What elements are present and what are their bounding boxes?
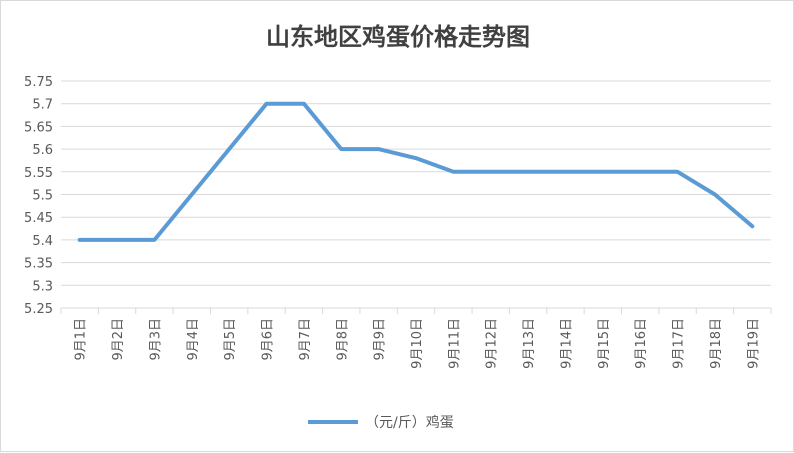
x-tick-label: 9月7日 bbox=[298, 318, 313, 361]
series-group bbox=[77, 101, 755, 242]
x-tick-label: 9月13日 bbox=[522, 318, 537, 369]
y-tick-label: 5.7 bbox=[32, 98, 53, 113]
data-point bbox=[677, 171, 679, 173]
chart-title: 山东地区鸡蛋价格走势图 bbox=[266, 23, 530, 51]
x-tick-label: 9月10日 bbox=[410, 318, 425, 369]
gridlines bbox=[60, 80, 772, 314]
data-point bbox=[153, 239, 155, 241]
data-point bbox=[602, 171, 604, 173]
y-tick-label: 5.35 bbox=[24, 257, 53, 272]
data-point bbox=[340, 148, 342, 150]
data-point bbox=[191, 194, 193, 195]
x-tick-label: 9月8日 bbox=[335, 318, 350, 361]
x-tick-label: 9月11日 bbox=[447, 318, 462, 369]
data-point bbox=[228, 148, 230, 150]
y-tick-label: 5.45 bbox=[24, 211, 53, 226]
y-tick-label: 5.6 bbox=[32, 143, 53, 158]
y-tick-label: 5.75 bbox=[24, 75, 53, 90]
y-tick-label: 5.65 bbox=[24, 120, 53, 135]
x-tick-label: 9月18日 bbox=[709, 318, 724, 369]
x-tick-label: 9月1日 bbox=[74, 318, 89, 361]
y-axis-ticks: 5.25 5.3 5.35 5.4 5.45 5.5 5.55 5.6 5.65 5.7 5.75 bbox=[24, 75, 53, 317]
legend-label: （元/斤）鸡蛋 bbox=[365, 414, 454, 431]
data-point bbox=[452, 171, 454, 173]
data-point bbox=[79, 239, 81, 241]
data-point bbox=[751, 225, 753, 227]
x-tick-label: 9月5日 bbox=[223, 318, 238, 361]
data-point bbox=[490, 171, 492, 173]
data-point bbox=[116, 239, 118, 241]
x-tick-label: 9月15日 bbox=[597, 318, 612, 369]
x-tick-label: 9月12日 bbox=[485, 318, 500, 369]
y-tick-label: 5.4 bbox=[32, 234, 53, 249]
data-point bbox=[378, 148, 380, 150]
x-tick-label: 9月9日 bbox=[373, 318, 388, 361]
x-tick-label: 9月2日 bbox=[111, 318, 126, 361]
x-tick-label: 9月17日 bbox=[672, 318, 687, 369]
x-tick-label: 9月14日 bbox=[559, 318, 574, 369]
y-tick-label: 5.3 bbox=[32, 279, 53, 294]
data-point bbox=[639, 171, 641, 173]
y-tick-label: 5.55 bbox=[24, 166, 53, 181]
x-tick-label: 9月3日 bbox=[148, 318, 163, 361]
x-tick-label: 9月19日 bbox=[746, 318, 761, 369]
data-point bbox=[527, 171, 529, 173]
x-tick-label: 9月6日 bbox=[261, 318, 276, 361]
data-point bbox=[415, 157, 417, 159]
legend: （元/斤）鸡蛋 bbox=[308, 414, 454, 431]
y-tick-label: 5.5 bbox=[32, 189, 53, 204]
x-axis-ticks: 9月1日 9月2日 9月3日 9月4日 9月5日 9月6日 9月7日 9月8日 9月9日 9月10… bbox=[74, 318, 762, 369]
x-tick-label: 9月16日 bbox=[634, 318, 649, 369]
data-point bbox=[714, 194, 716, 195]
y-tick-label: 5.25 bbox=[24, 302, 53, 317]
data-point bbox=[266, 103, 268, 105]
data-point bbox=[564, 171, 566, 173]
x-tick-label: 9月4日 bbox=[186, 318, 201, 361]
data-point bbox=[303, 103, 305, 105]
